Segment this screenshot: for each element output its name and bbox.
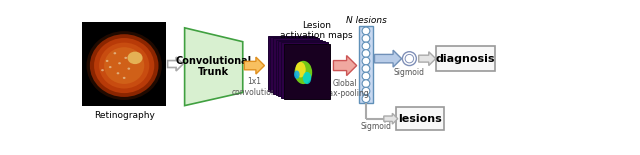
Ellipse shape [123,77,125,79]
Circle shape [362,50,370,57]
Polygon shape [419,52,436,66]
FancyBboxPatch shape [436,46,495,71]
Circle shape [403,52,417,66]
Ellipse shape [294,71,300,79]
Ellipse shape [101,69,104,71]
Text: lesions: lesions [398,114,442,124]
Text: Global
max-pooling: Global max-pooling [321,79,369,98]
Circle shape [362,27,370,35]
Text: diagnosis: diagnosis [435,54,495,64]
FancyBboxPatch shape [281,42,328,98]
Circle shape [362,42,370,50]
Polygon shape [184,28,243,106]
Ellipse shape [127,52,143,64]
Circle shape [362,72,370,80]
Ellipse shape [127,68,130,70]
FancyBboxPatch shape [278,41,325,96]
FancyBboxPatch shape [284,44,330,99]
FancyBboxPatch shape [270,37,317,92]
Ellipse shape [86,31,162,100]
Polygon shape [384,113,397,124]
Text: Convolutional
Trunk: Convolutional Trunk [175,55,252,77]
Text: 1x1
convolution: 1x1 convolution [232,77,276,97]
Polygon shape [333,55,356,76]
Text: N lesions: N lesions [346,16,387,25]
Circle shape [362,57,370,65]
FancyBboxPatch shape [268,35,314,91]
Polygon shape [244,57,264,74]
Circle shape [362,87,370,95]
Ellipse shape [294,61,312,84]
Circle shape [362,65,370,72]
Text: Retinography: Retinography [93,111,155,120]
Ellipse shape [109,66,111,68]
FancyBboxPatch shape [396,107,444,130]
Circle shape [362,95,370,102]
FancyBboxPatch shape [273,38,319,94]
FancyBboxPatch shape [276,40,322,95]
Ellipse shape [106,60,109,62]
Polygon shape [168,57,183,71]
Ellipse shape [118,62,121,64]
Circle shape [362,35,370,42]
Ellipse shape [90,34,159,97]
Circle shape [362,80,370,87]
Text: Lesion
activation maps: Lesion activation maps [280,21,353,40]
Ellipse shape [113,52,116,54]
Text: Sigmoid: Sigmoid [361,122,392,131]
Ellipse shape [104,47,144,84]
FancyBboxPatch shape [83,22,166,106]
Ellipse shape [303,72,311,84]
Ellipse shape [124,57,127,59]
Ellipse shape [99,43,149,89]
Ellipse shape [296,62,306,78]
FancyBboxPatch shape [359,26,373,103]
Polygon shape [374,50,402,67]
Text: Sigmoid: Sigmoid [394,68,425,77]
Ellipse shape [116,72,119,74]
Ellipse shape [94,38,154,93]
Circle shape [405,54,413,63]
